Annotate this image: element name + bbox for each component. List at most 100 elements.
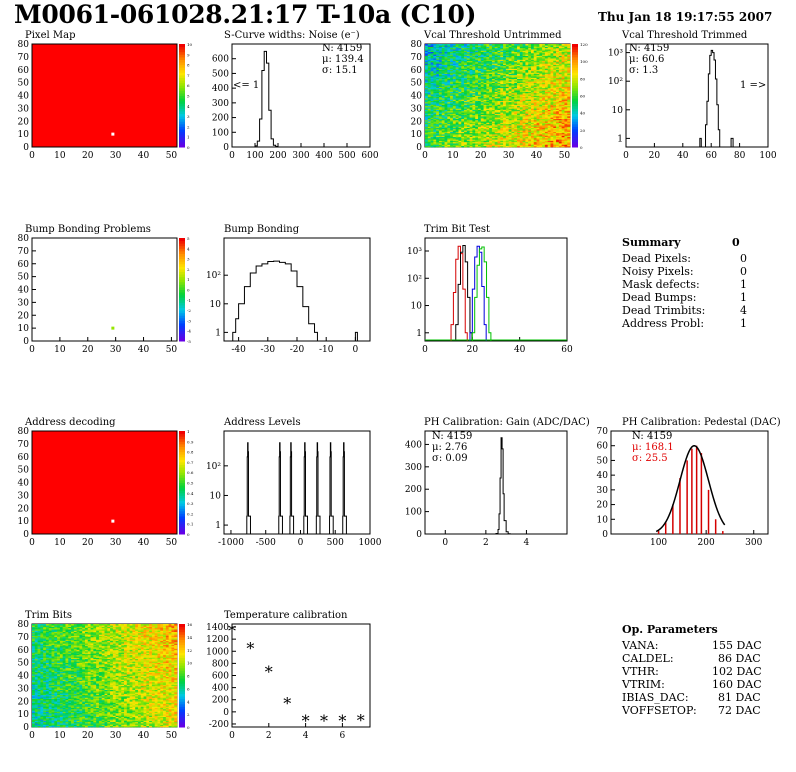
heatmap-cell <box>547 83 551 86</box>
heatmap-cell <box>497 82 501 85</box>
heatmap-cell <box>483 53 487 55</box>
heatmap-cell <box>558 125 562 127</box>
heatmap-cell <box>472 94 476 96</box>
heatmap-cell <box>472 101 476 104</box>
heatmap-cell <box>544 45 548 47</box>
color-scale-label: 4 <box>187 104 190 109</box>
heatmap-cell <box>438 91 443 94</box>
color-scale-segment <box>179 46 185 50</box>
heatmap-cell <box>522 45 526 47</box>
heatmap-cell <box>450 56 454 59</box>
heatmap-cell <box>536 121 540 123</box>
heatmap-cell <box>564 130 568 132</box>
heatmap-cell <box>542 121 546 123</box>
heatmap-cell <box>143 723 147 725</box>
heatmap-cell <box>79 723 83 725</box>
heatmap-cell <box>503 131 507 134</box>
color-scale-segment <box>179 528 185 532</box>
x-tick-label: 40 <box>138 538 150 548</box>
heatmap-cell <box>491 51 496 54</box>
heatmap-cell <box>530 137 535 140</box>
heatmap-cell <box>436 45 440 47</box>
heatmap-cell <box>441 74 445 77</box>
heatmap-cell <box>450 143 454 145</box>
heatmap-cell <box>466 137 470 140</box>
heatmap-cell <box>522 91 526 94</box>
heatmap-cell <box>475 69 479 72</box>
heatmap-cell <box>427 112 431 114</box>
heatmap-cell <box>500 121 504 123</box>
pixel-map-title: Pixel Map <box>25 30 76 41</box>
heatmap-cell <box>500 119 504 122</box>
heatmap-cell <box>508 137 512 140</box>
heatmap-cell <box>425 58 429 60</box>
x-tick-label: 20 <box>82 538 94 548</box>
heatmap-cell <box>475 86 479 89</box>
heatmap-cell <box>452 83 456 86</box>
heatmap-cell <box>500 53 504 55</box>
heatmap-cell <box>489 65 493 68</box>
heatmap-cell <box>469 73 473 76</box>
heatmap-cell <box>536 54 540 56</box>
heatmap-cell <box>447 62 451 64</box>
heatmap-cell <box>558 44 562 46</box>
heatmap-cell <box>522 116 526 118</box>
heatmap-cell <box>472 92 476 95</box>
heatmap-cell <box>458 139 462 141</box>
heatmap-cell <box>536 53 540 55</box>
y-tick-label: 60 <box>597 442 609 452</box>
x-tick-label: 40 <box>138 345 150 355</box>
heatmap-cell <box>542 127 546 130</box>
x-tick-label: 0 <box>29 731 35 741</box>
heatmap-cell <box>514 94 518 96</box>
heatmap-cell <box>558 118 562 121</box>
heatmap-cell <box>486 77 490 80</box>
heatmap-cell <box>494 135 498 137</box>
heatmap-cell <box>425 122 429 125</box>
heatmap-cell <box>564 58 568 60</box>
heatmap-cell <box>427 45 431 47</box>
heatmap-cell <box>550 130 554 132</box>
heatmap-cell <box>59 723 63 725</box>
heatmap-cell <box>438 92 443 95</box>
heatmap-cell <box>528 62 532 64</box>
heatmap-cell <box>489 50 493 53</box>
heatmap-cell <box>444 89 448 91</box>
heatmap-cell <box>525 53 529 55</box>
heatmap-cell <box>441 141 445 144</box>
heatmap-cell <box>430 69 434 72</box>
heatmap-cell <box>425 76 429 78</box>
heatmap-cell <box>550 81 554 83</box>
heatmap-cell <box>461 64 465 67</box>
heatmap-cell <box>500 72 504 74</box>
plot-frame <box>223 430 371 535</box>
heatmap-cell <box>436 107 440 109</box>
heatmap-cell <box>556 100 560 103</box>
heatmap-cell <box>491 72 496 74</box>
heatmap-cell <box>556 54 560 56</box>
heatmap-cell <box>508 114 512 117</box>
heatmap-cell <box>480 47 484 50</box>
heatmap-cell <box>505 127 509 130</box>
y-tick-label: 20 <box>18 311 30 321</box>
heatmap-cell <box>425 77 429 80</box>
heatmap-cell <box>519 65 523 68</box>
heatmap-cell <box>519 76 523 78</box>
heatmap-cell <box>500 132 504 135</box>
heatmap-cell <box>519 94 523 96</box>
heatmap-cell <box>517 140 521 143</box>
heatmap-cell <box>508 74 512 77</box>
heatmap-cell <box>441 82 445 85</box>
heatmap-cell <box>514 123 518 126</box>
heatmap-cell <box>466 85 470 87</box>
heatmap-cell <box>483 90 487 92</box>
heatmap-cell <box>452 54 456 56</box>
heatmap-cell <box>427 119 431 122</box>
op-param-label: VANA: <box>622 639 659 652</box>
heatmap-cell <box>514 121 518 123</box>
heatmap-cell <box>452 134 456 136</box>
heatmap-cell <box>455 119 459 122</box>
heatmap-cell <box>433 51 437 54</box>
color-scale-label: 20 <box>580 128 586 133</box>
heatmap-cell <box>505 69 509 72</box>
